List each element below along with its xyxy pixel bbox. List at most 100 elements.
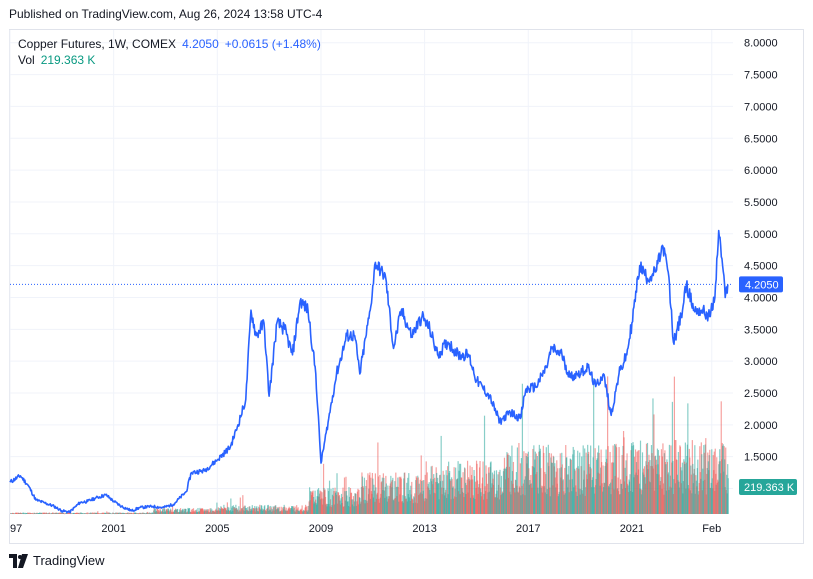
volume-bar: [607, 376, 609, 514]
x-tick-label: 2001: [101, 523, 125, 535]
x-tick-label: 2021: [620, 523, 644, 535]
volume-bar: [713, 451, 715, 514]
volume-bar: [230, 498, 232, 514]
price-series-line: [9, 229, 729, 514]
volume-bar: [231, 506, 233, 514]
volume-bar: [576, 467, 578, 514]
volume-bar: [684, 442, 686, 514]
volume-bar: [459, 463, 461, 514]
volume-bar: [724, 459, 726, 514]
volume-bar: [612, 462, 615, 514]
volume-bar: [581, 456, 583, 514]
legend-change: +0.0615 (+1.48%): [224, 37, 321, 51]
volume-bar: [694, 445, 696, 514]
volume-bar: [52, 512, 54, 514]
volume-bar: [267, 504, 269, 514]
volume-bar: [705, 438, 707, 514]
volume-bar: [479, 460, 481, 514]
volume-bar: [482, 461, 484, 514]
brand-name: TradingView: [33, 553, 105, 568]
y-tick-label: 7.0000: [744, 101, 778, 113]
volume-bar: [367, 473, 369, 514]
volume-bar: [275, 505, 277, 514]
volume-bar: [674, 440, 676, 514]
volume-bar: [498, 471, 500, 514]
volume-bar: [210, 508, 212, 514]
volume-bar: [615, 447, 618, 514]
volume-bar: [638, 450, 640, 514]
x-tick-label: 97: [10, 523, 22, 535]
volume-bar: [671, 401, 674, 514]
volume-bar: [672, 460, 674, 514]
volume-bar: [216, 502, 218, 514]
volume-bar: [306, 506, 308, 514]
volume-bar: [369, 472, 371, 514]
volume-bar: [294, 506, 296, 514]
volume-bar: [90, 512, 92, 514]
volume-bar: [626, 453, 628, 514]
symbol-label[interactable]: Copper Futures, 1W, COMEX: [18, 37, 177, 51]
volume-bar: [330, 488, 332, 514]
volume-bar: [270, 507, 272, 514]
volume-bar: [113, 513, 115, 514]
y-tick-label: 2.5000: [744, 388, 778, 400]
volume-bar: [264, 505, 266, 514]
volume-bar: [519, 463, 522, 514]
volume-bar: [438, 483, 440, 514]
volume-bar: [22, 512, 25, 514]
volume-bar: [79, 512, 81, 514]
footer-brand[interactable]: TradingView: [9, 553, 105, 568]
volume-bar: [171, 505, 174, 514]
volume-bar: [631, 445, 633, 514]
volume-bar: [355, 493, 357, 514]
volume-bar: [639, 440, 642, 514]
volume-bar: [485, 473, 488, 514]
volume-bar: [557, 468, 559, 514]
volume-bar: [466, 460, 469, 514]
volume-bar: [568, 465, 570, 514]
volume-bar: [26, 512, 29, 514]
volume-bar: [142, 512, 144, 514]
volume-bar: [394, 481, 396, 514]
volume-bar: [363, 477, 366, 514]
y-tick-label: 4.5000: [744, 261, 778, 273]
legend-price: 4.2050: [182, 37, 219, 51]
volume-bar: [127, 512, 129, 514]
volume-bar: [392, 477, 394, 514]
volume-bar: [543, 452, 545, 514]
y-tick-label: 5.0000: [744, 229, 778, 241]
volume-bar: [662, 443, 664, 514]
volume-bar: [342, 487, 344, 514]
volume-bar: [618, 447, 620, 514]
volume-bar: [63, 512, 65, 514]
volume-bar: [406, 482, 408, 514]
volume-bar: [247, 507, 249, 514]
volume-bar: [720, 401, 722, 514]
volume-bar: [365, 480, 368, 514]
volume-bar: [65, 512, 67, 514]
volume-bar: [658, 455, 661, 514]
volume-bar: [190, 509, 193, 514]
volume-bar: [579, 452, 581, 514]
volume-bar: [305, 506, 307, 514]
volume-bar: [411, 481, 413, 514]
volume-bar: [725, 447, 727, 514]
volume-bar: [400, 478, 402, 514]
volume-bar: [372, 478, 374, 514]
volume-bar: [59, 512, 62, 514]
volume-bar: [243, 505, 245, 514]
volume-bar: [158, 510, 160, 514]
volume-bar: [670, 445, 672, 514]
volume-bar: [150, 512, 152, 514]
volume-bar: [653, 414, 655, 514]
volume-bar: [87, 512, 89, 514]
volume-bar: [548, 452, 550, 514]
volume-bar: [182, 510, 184, 514]
volume-bar: [379, 475, 381, 514]
volume-label[interactable]: Vol: [18, 53, 35, 67]
volume-bar: [207, 509, 210, 514]
volume-bar: [86, 512, 88, 514]
volume-bar: [16, 512, 18, 514]
volume-bar: [41, 513, 43, 514]
